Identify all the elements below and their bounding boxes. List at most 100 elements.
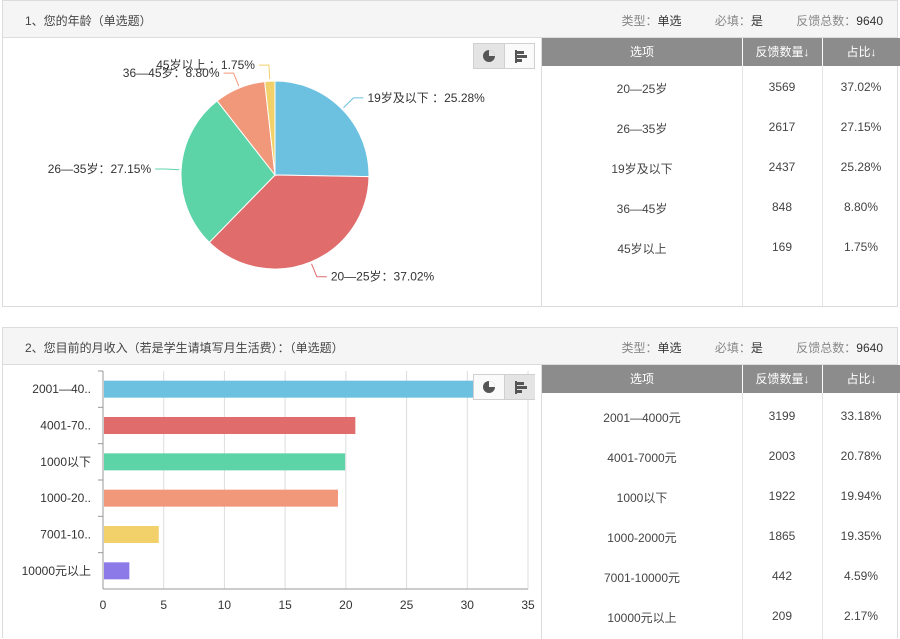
question-2-title: 2、您目前的月收入（若是学生请填写月生活费）：（单选题） bbox=[25, 341, 344, 355]
bar-chart: 0 5 10 15 20 25 30 35 2001—40.. 4001-70.. 1000以下 10… bbox=[22, 370, 535, 612]
question-1-header: 1、您的年龄（单选题） 类型：单选 必填：是 反馈总数：9640 bbox=[3, 1, 897, 38]
table-cell-option: 26—35岁 bbox=[616, 122, 668, 136]
y-tick-label: 1000以下 bbox=[40, 455, 91, 469]
required-value: 是 bbox=[750, 341, 763, 355]
table-cell-count: 169 bbox=[771, 240, 793, 254]
table-cell-percent: 37.02% bbox=[840, 80, 882, 94]
y-tick-label: 1000-20.. bbox=[40, 491, 91, 505]
table-cell-percent: 25.28% bbox=[840, 160, 882, 174]
x-tick-label: 35 bbox=[521, 598, 535, 612]
x-tick-label: 5 bbox=[160, 598, 167, 612]
pie-label-45-plus: 45岁以上 ：1.75% bbox=[156, 57, 255, 72]
col-count[interactable]: 反馈数量↓ bbox=[742, 365, 822, 393]
pie-chart-toggle[interactable] bbox=[474, 375, 505, 399]
question-2-header: 2、您目前的月收入（若是学生请填写月生活费）：（单选题） 类型：单选 必填：是 … bbox=[3, 328, 897, 365]
bar-icon bbox=[515, 50, 527, 63]
x-tick-label: 25 bbox=[400, 598, 414, 612]
table-cell-percent: 19.94% bbox=[840, 489, 882, 503]
type-label: 类型： bbox=[621, 341, 658, 355]
y-tick-label: 7001-10.. bbox=[40, 528, 91, 542]
bar-chart-toggle[interactable] bbox=[505, 375, 535, 399]
table-cell-option: 1000以下 bbox=[616, 491, 668, 505]
pie-chart-toggle[interactable] bbox=[474, 44, 505, 68]
table-cell-percent: 33.18% bbox=[840, 409, 882, 423]
pie-icon bbox=[483, 50, 495, 62]
table-cell-count: 2003 bbox=[768, 449, 796, 463]
type-value: 单选 bbox=[657, 14, 682, 28]
table-header: 选项 反馈数量↓ 占比↓ bbox=[542, 38, 900, 66]
table-cell-percent: 20.78% bbox=[840, 449, 882, 463]
table-cell-option: 19岁及以下 bbox=[611, 162, 673, 176]
table-cell-option: 10000元以上 bbox=[607, 611, 677, 625]
required-label: 必填： bbox=[714, 341, 751, 355]
x-tick-label: 15 bbox=[278, 598, 292, 612]
total-value: 9640 bbox=[856, 14, 883, 28]
bar-5[interactable] bbox=[104, 526, 159, 543]
bar-2[interactable] bbox=[104, 417, 356, 434]
table-cell-count: 442 bbox=[771, 569, 793, 583]
question-1-meta: 类型：单选 必填：是 反馈总数：9640 bbox=[622, 12, 883, 29]
question-1-table: 选项 反馈数量↓ 占比↓ 20—25岁 3569 37.02% 26—35岁 2… bbox=[541, 38, 900, 306]
x-tick-label: 20 bbox=[339, 598, 353, 612]
table-cell-option: 7001-10000元 bbox=[603, 571, 681, 585]
table-cell-count: 2437 bbox=[768, 160, 796, 174]
question-1-panel: 1、您的年龄（单选题） 类型：单选 必填：是 反馈总数：9640 19岁及以下 … bbox=[2, 0, 900, 307]
bar-4[interactable] bbox=[104, 489, 338, 507]
table-cell-option: 36—45岁 bbox=[616, 202, 668, 216]
type-value: 单选 bbox=[657, 341, 682, 355]
col-option[interactable]: 选项 bbox=[629, 372, 654, 386]
total-label: 反馈总数： bbox=[796, 341, 857, 355]
table-cell-count: 1865 bbox=[768, 529, 796, 543]
table-cell-count: 1922 bbox=[768, 489, 796, 503]
pie-label-19-and-under: 19岁及以下 ：25.28% bbox=[367, 90, 485, 105]
pie-label-leader bbox=[343, 97, 364, 109]
pie-slice-20-25[interactable] bbox=[208, 174, 370, 270]
y-tick-label: 2001—40.. bbox=[32, 382, 91, 396]
bar-6[interactable] bbox=[104, 562, 130, 580]
pie-label-leader bbox=[311, 263, 327, 278]
y-tick-label: 4001-70.. bbox=[40, 419, 91, 433]
chart-type-switcher bbox=[473, 43, 535, 69]
table-cell-percent: 1.75% bbox=[843, 240, 879, 254]
table-cell-option: 4001-7000元 bbox=[607, 451, 677, 465]
question-2-table: 选项 反馈数量↓ 占比↓ 2001—4000元 3199 33.18% 4001… bbox=[541, 365, 900, 639]
question-2-meta: 类型：单选 必填：是 反馈总数：9640 bbox=[622, 339, 883, 356]
x-tick-label: 30 bbox=[461, 598, 475, 612]
question-2-panel: 2、您目前的月收入（若是学生请填写月生活费）：（单选题） 类型：单选 必填：是 … bbox=[2, 327, 900, 639]
bar-chart-toggle[interactable] bbox=[505, 44, 535, 68]
table-cell-option: 1000-2000元 bbox=[607, 531, 677, 545]
table-cell-count: 848 bbox=[771, 200, 793, 214]
col-percent[interactable]: 占比↓ bbox=[822, 365, 900, 393]
col-percent[interactable]: 占比↓ bbox=[822, 38, 900, 66]
x-tick-label: 0 bbox=[100, 598, 107, 612]
bar-1[interactable] bbox=[104, 380, 506, 398]
table-cell-count: 3199 bbox=[768, 409, 796, 423]
pie-icon bbox=[483, 381, 495, 393]
table-cell-percent: 4.59% bbox=[843, 569, 879, 583]
col-count[interactable]: 反馈数量↓ bbox=[742, 38, 822, 66]
table-cell-option: 2001—4000元 bbox=[603, 411, 681, 425]
table-cell-percent: 19.35% bbox=[840, 529, 882, 543]
bar-3[interactable] bbox=[104, 453, 346, 471]
pie-slice-26-35[interactable] bbox=[180, 100, 276, 244]
total-label: 反馈总数： bbox=[796, 14, 857, 28]
x-tick-label: 10 bbox=[218, 598, 232, 612]
table-cell-count: 2617 bbox=[768, 120, 796, 134]
col-option[interactable]: 选项 bbox=[629, 45, 654, 59]
pie-label-36-45: 36—45岁：8.80% bbox=[123, 65, 220, 80]
required-value: 是 bbox=[750, 14, 763, 28]
question-1-title: 1、您的年龄（单选题） bbox=[25, 14, 152, 28]
bar-icon bbox=[515, 381, 527, 394]
type-label: 类型： bbox=[621, 14, 658, 28]
total-value: 9640 bbox=[856, 341, 883, 355]
table-cell-percent: 2.17% bbox=[843, 609, 879, 623]
pie-label-leader bbox=[223, 72, 240, 87]
pie-label-leader bbox=[155, 168, 180, 171]
required-label: 必填： bbox=[714, 14, 751, 28]
table-cell-percent: 27.15% bbox=[840, 120, 882, 134]
table-header: 选项 反馈数量↓ 占比↓ bbox=[542, 365, 900, 393]
pie-slice-45-plus[interactable] bbox=[264, 80, 276, 176]
chart-type-switcher bbox=[473, 374, 535, 400]
pie-slice-19-and-under[interactable] bbox=[274, 80, 370, 178]
pie-label-leader bbox=[258, 64, 271, 80]
